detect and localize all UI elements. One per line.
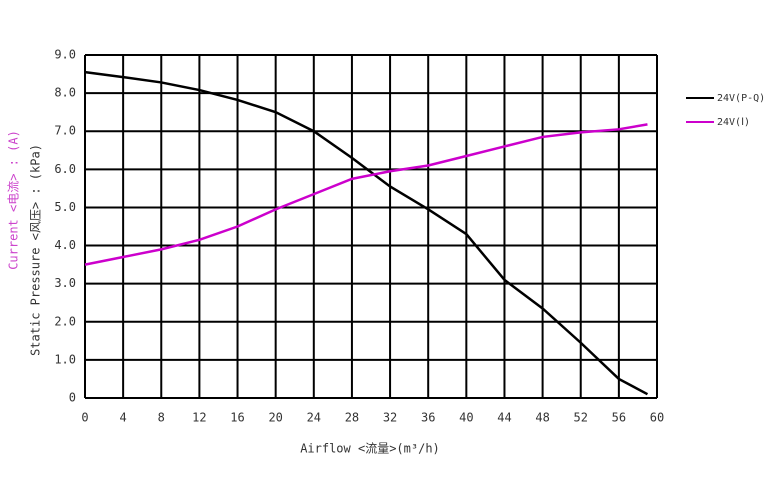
x-tick-label: 4	[120, 411, 127, 425]
x-tick-label: 20	[268, 411, 282, 425]
y-tick-label: 1.0	[54, 352, 76, 366]
y-tick-label: 8.0	[54, 86, 76, 100]
x-tick-label: 36	[421, 411, 435, 425]
y-tick-label: 2.0	[54, 314, 76, 328]
legend-label: 24V(P-Q)	[717, 93, 765, 104]
y-tick-label: 7.0	[54, 124, 76, 138]
y-tick-label: 3.0	[54, 276, 76, 290]
x-tick-label: 60	[650, 411, 664, 425]
x-tick-label: 56	[612, 411, 626, 425]
x-tick-label: 16	[230, 411, 244, 425]
x-tick-label: 0	[81, 411, 88, 425]
x-tick-label: 24	[307, 411, 321, 425]
x-tick-label: 8	[158, 411, 165, 425]
x-tick-label: 28	[345, 411, 359, 425]
x-tick-label: 44	[497, 411, 511, 425]
y-tick-label: 4.0	[54, 238, 76, 252]
data-line	[84, 70, 649, 396]
y-tick-label: 0	[69, 391, 76, 405]
x-tick-label: 48	[535, 411, 549, 425]
x-tick-label: 32	[383, 411, 397, 425]
x-tick-label: 12	[192, 411, 206, 425]
legend-label: 24V(Ⅰ)	[717, 117, 750, 128]
y-tick-label: 9.0	[54, 48, 76, 62]
x-axis-label: Airflow <流量>(m³/h)	[300, 442, 440, 456]
x-tick-label: 52	[574, 411, 588, 425]
y-axis-label: Static Pressure <风压> : (kPa)	[29, 144, 43, 356]
y-tick-label: 5.0	[54, 200, 76, 214]
y-tick-label: 6.0	[54, 162, 76, 176]
y2-axis-label: Current <电流> : (A)	[7, 130, 21, 270]
data-line	[84, 123, 648, 266]
x-tick-label: 40	[459, 411, 473, 425]
